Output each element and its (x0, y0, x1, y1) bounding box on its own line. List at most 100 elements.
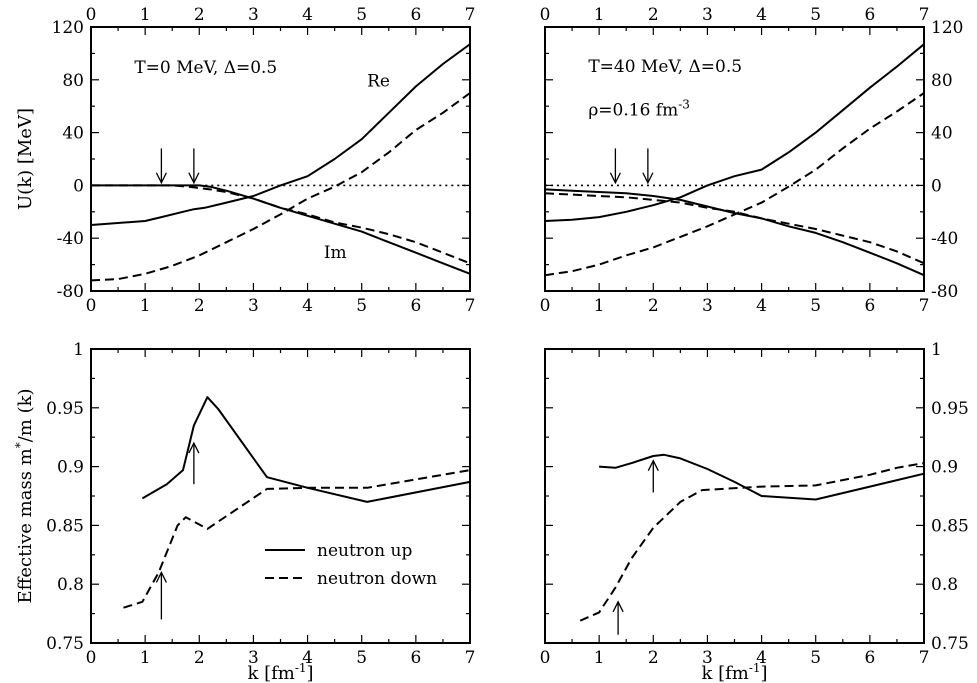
x-tick-label: 0 (86, 296, 97, 316)
y-tick-label: -40 (57, 229, 84, 249)
series-line (544, 192, 925, 265)
x-tick-label: 3 (702, 648, 713, 668)
x-tick-label: 2 (648, 296, 659, 316)
series-line (90, 43, 471, 226)
y-tick-label: 80 (931, 71, 953, 91)
x-tick-label: 7 (465, 648, 476, 668)
y-tick-label: 0.85 (931, 516, 969, 536)
annotation: Im (324, 243, 347, 263)
x-tick-label: 7 (919, 296, 930, 316)
arrow-head (188, 441, 200, 454)
y-tick-label: 1 (931, 340, 942, 360)
y-axis-label: Effective mass m*/m (k) (13, 388, 36, 603)
x-tick-label: 4 (302, 296, 313, 316)
arrow-head (155, 570, 167, 583)
y-tick-label: -80 (931, 282, 958, 302)
y-tick-label: 0 (73, 176, 84, 196)
x-tick-label-top: 3 (248, 5, 259, 25)
x-tick-label: 5 (356, 648, 367, 668)
x-tick-label: 1 (140, 648, 151, 668)
arrow-head (609, 172, 621, 185)
x-tick-label-top: 5 (810, 5, 821, 25)
y-tick-label: 0.8 (931, 575, 958, 595)
x-tick-label-top: 7 (465, 5, 476, 25)
x-tick-label: 5 (356, 296, 367, 316)
y-tick-label: 80 (62, 71, 84, 91)
series-line (141, 396, 471, 503)
x-tick-label-top: 5 (356, 5, 367, 25)
x-tick-label: 4 (756, 296, 767, 316)
y-tick-label: 0.75 (46, 634, 84, 654)
x-tick-label: 6 (410, 296, 421, 316)
x-tick-label: 1 (594, 296, 605, 316)
y-tick-label: 0.8 (57, 575, 84, 595)
x-tick-label: 1 (140, 296, 151, 316)
x-tick-label: 4 (756, 648, 767, 668)
y-tick-label: 1 (73, 340, 84, 360)
x-axis-label: k [fm-1] (247, 661, 313, 683)
y-tick-label: 0.9 (57, 458, 84, 478)
y-tick-label: 0.85 (46, 516, 84, 536)
annotation: T=0 MeV, Δ=0.5 (134, 58, 277, 78)
y-tick-label: 40 (931, 124, 953, 144)
x-tick-label: 7 (465, 296, 476, 316)
series-line (579, 462, 925, 622)
legend-label: neutron up (317, 541, 412, 561)
series-line (90, 92, 471, 282)
x-axis-label: k [fm-1] (701, 661, 767, 683)
x-tick-label-top: 2 (194, 5, 205, 25)
series-line (91, 184, 471, 275)
y-tick-label: 120 (931, 18, 963, 38)
x-tick-label: 5 (810, 648, 821, 668)
arrow-head (155, 172, 167, 185)
x-tick-label-top: 2 (648, 5, 659, 25)
x-tick-label: 7 (919, 648, 930, 668)
series-line (123, 469, 471, 609)
x-tick-label-top: 6 (410, 5, 421, 25)
x-tick-label-top: 4 (756, 5, 767, 25)
y-tick-label: -40 (931, 229, 958, 249)
x-tick-label-top: 0 (540, 5, 551, 25)
x-tick-label: 4 (302, 648, 313, 668)
x-tick-label: 6 (410, 648, 421, 668)
y-tick-label: 40 (62, 124, 84, 144)
legend-label: neutron down (317, 569, 437, 589)
panel-bottom-right: 0 1 2 3 4 5 6 70.75 0.8 0.85 0.9 0.95 1 k [fm-1] (540, 340, 969, 683)
x-tick-label-top: 1 (140, 5, 151, 25)
arrow-head (647, 459, 659, 472)
y-tick-label: 0.95 (931, 399, 969, 419)
y-tick-label: 120 (52, 18, 84, 38)
annotation: Re (367, 71, 390, 91)
panel-bottom-left: 0 1 2 3 4 5 6 7 0.75 0.8 0.85 0.9 0.95 1 Effective mas… (13, 340, 475, 683)
y-tick-label: 0.95 (46, 399, 84, 419)
x-tick-label: 0 (540, 296, 551, 316)
annotation: ρ=0.16 fm-3 (588, 97, 690, 120)
x-tick-label-top: 4 (302, 5, 313, 25)
annotation: T=40 MeV, Δ=0.5 (588, 57, 742, 77)
arrow-head (642, 172, 654, 185)
arrow-head (612, 600, 624, 613)
x-tick-label: 5 (810, 296, 821, 316)
x-tick-label-top: 0 (86, 5, 97, 25)
x-tick-label: 3 (702, 296, 713, 316)
x-tick-label: 0 (540, 648, 551, 668)
y-tick-label: 0.9 (931, 458, 958, 478)
series-line (544, 188, 925, 277)
x-tick-label: 0 (86, 648, 97, 668)
series-line (599, 453, 925, 501)
arrow-head (188, 172, 200, 185)
x-tick-label: 6 (864, 296, 875, 316)
x-tick-label-top: 3 (702, 5, 713, 25)
x-tick-label: 3 (248, 296, 259, 316)
x-tick-label: 2 (648, 648, 659, 668)
y-tick-label: -80 (57, 282, 84, 302)
x-tick-label: 6 (864, 648, 875, 668)
x-tick-label-top: 1 (594, 5, 605, 25)
y-tick-label: 0 (931, 176, 942, 196)
series-line (544, 43, 925, 222)
y-axis-label: U(k) [MeV] (15, 108, 36, 210)
x-tick-label: 3 (248, 648, 259, 668)
x-tick-label-top: 6 (864, 5, 875, 25)
